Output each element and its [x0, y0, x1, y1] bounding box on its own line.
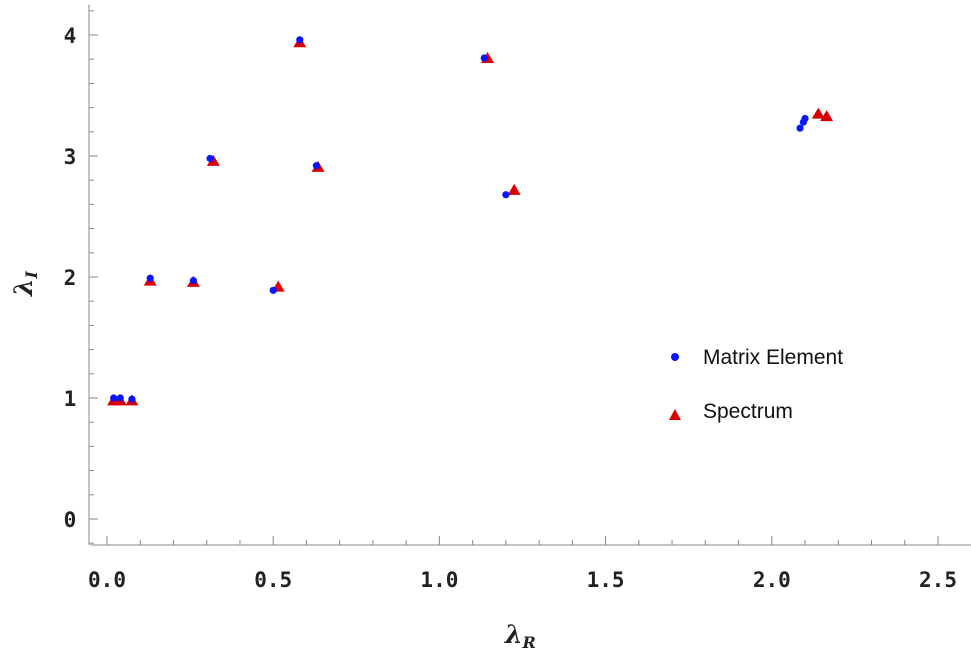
x-axis-title-sub: R	[522, 633, 536, 652]
x-tick-label: 1.5	[587, 568, 625, 592]
legend: Matrix Element Spectrum	[669, 346, 843, 423]
x-tick-label: 2.5	[919, 568, 957, 592]
y-tick-label: 0	[64, 508, 77, 532]
matrix-element-point	[189, 277, 198, 285]
matrix-element-point	[502, 191, 510, 199]
matrix-element-point	[312, 162, 321, 170]
y-tick-label: 3	[64, 145, 77, 169]
matrix-element-point	[296, 36, 304, 44]
x-axis-title: λR	[504, 620, 536, 652]
legend-marker-spectrum	[669, 409, 681, 420]
legend-label-spectrum: Spectrum	[703, 400, 793, 423]
matrix-element-point	[206, 154, 214, 163]
x-tick-label: 1.0	[420, 568, 458, 592]
legend-marker-matrix-element	[671, 353, 679, 361]
spectrum-point	[811, 107, 825, 119]
spectrum-point	[206, 154, 220, 166]
y-tick-label: 4	[64, 24, 77, 48]
matrix-element-point	[801, 114, 809, 123]
legend-label-matrix-element: Matrix Element	[703, 346, 843, 369]
y-tick-label: 1	[64, 387, 77, 411]
y-tick-label: 2	[64, 266, 77, 290]
y-axis-title-sub: I	[22, 270, 41, 279]
x-tick-label: 0.0	[88, 568, 126, 592]
matrix-element-point	[796, 124, 804, 132]
x-axis-title-main: λ	[504, 620, 523, 649]
spectrum-point	[820, 110, 834, 122]
matrix-element-point	[269, 286, 277, 294]
matrix-element-point	[128, 395, 136, 403]
data-marks	[107, 36, 834, 406]
x-tick-label: 2.0	[753, 568, 791, 592]
matrix-element-point	[110, 394, 118, 402]
matrix-element-point	[116, 394, 124, 402]
x-tick-label: 0.5	[254, 568, 292, 592]
matrix-element-point	[146, 274, 154, 282]
matrix-element-point	[480, 54, 488, 62]
y-axis-title: λI	[9, 270, 41, 297]
y-axis-title-main: λ	[9, 278, 38, 297]
axes: 0.0 0.5 1.0 1.5 2.0 2.5 0 1 2 3 4	[64, 4, 971, 592]
spectrum-point	[507, 183, 521, 195]
